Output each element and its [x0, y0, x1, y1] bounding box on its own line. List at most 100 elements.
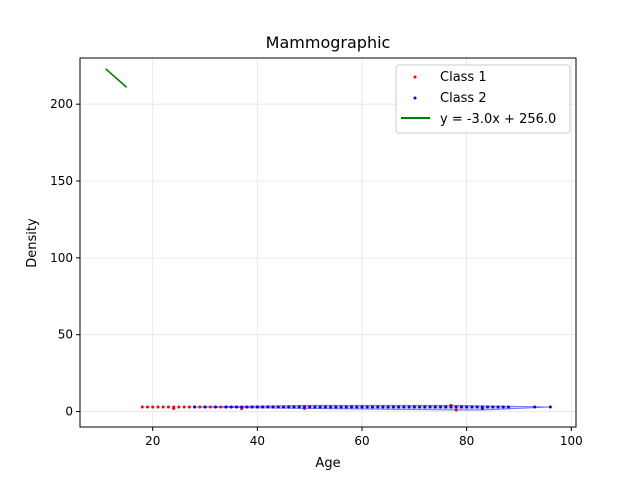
point-class-1: [166, 405, 170, 409]
point-class-2: [486, 405, 490, 409]
x-tick-label: 40: [250, 434, 265, 448]
point-class-2: [470, 405, 474, 409]
point-class-1: [161, 405, 165, 409]
point-class-2: [250, 405, 254, 409]
x-tick-label: 20: [145, 434, 160, 448]
point-class-2: [475, 405, 479, 409]
point-class-2: [334, 405, 338, 409]
point-class-1: [151, 405, 155, 409]
point-class-2: [386, 405, 390, 409]
y-axis-label: Density: [25, 218, 40, 268]
point-class-2: [287, 405, 291, 409]
point-class-2: [229, 405, 233, 409]
point-class-2: [292, 405, 296, 409]
point-class-2: [308, 405, 312, 409]
point-class-1: [198, 405, 202, 409]
point-class-2: [329, 405, 333, 409]
points-layer: [140, 403, 552, 412]
point-class-2: [224, 405, 228, 409]
y-tick-label: 150: [50, 174, 73, 188]
x-axis-label: Age: [315, 456, 340, 471]
point-class-2: [318, 405, 322, 409]
point-class-2: [240, 405, 244, 409]
point-class-2: [355, 405, 359, 409]
plot-area-frame: [79, 57, 577, 428]
point-class-2: [407, 405, 411, 409]
point-class-2: [271, 405, 275, 409]
legend-label-class-2: Class 2: [440, 91, 487, 106]
point-class-2: [193, 405, 197, 409]
chart-title: Mammographic: [266, 33, 391, 52]
legend-label-line: y = -3.0x + 256.0: [440, 112, 556, 127]
point-class-2: [459, 405, 463, 409]
point-class-2: [433, 405, 437, 409]
point-class-2: [339, 405, 343, 409]
point-class-2: [276, 405, 280, 409]
point-class-2: [266, 405, 270, 409]
point-class-2: [507, 405, 511, 409]
y-tick-label: 200: [50, 97, 73, 111]
point-class-1: [145, 405, 149, 409]
point-class-1: [177, 405, 181, 409]
point-class-1: [182, 405, 186, 409]
legend-box: [395, 64, 571, 134]
line-layer: [105, 68, 128, 88]
point-class-2: [381, 405, 385, 409]
legend: Class 1 Class 2 y = -3.0x + 256.0: [395, 64, 571, 134]
x-axis-ticks: 20 40 60 80 100: [145, 427, 583, 448]
point-class-1: [219, 405, 223, 409]
point-class-2: [423, 405, 427, 409]
point-class-2: [234, 405, 238, 409]
point-class-2: [402, 405, 406, 409]
point-class-2: [438, 405, 442, 409]
point-class-1: [187, 405, 191, 409]
point-class-2: [297, 405, 301, 409]
point-class-2: [412, 405, 416, 409]
point-class-1: [208, 405, 212, 409]
point-class-2: [548, 405, 552, 409]
point-class-2: [365, 405, 369, 409]
x-tick-label: 100: [560, 434, 583, 448]
point-class-2: [397, 405, 401, 409]
point-class-2: [454, 405, 458, 409]
point-class-2: [282, 405, 286, 409]
point-class-2: [245, 405, 249, 409]
point-class-2: [203, 405, 207, 409]
point-class-1: [140, 405, 144, 409]
y-tick-label: 50: [58, 328, 73, 342]
point-class-2: [261, 405, 265, 409]
point-class-2: [323, 405, 327, 409]
point-class-2: [350, 405, 354, 409]
point-class-2: [391, 405, 395, 409]
point-class-2: [465, 405, 469, 409]
x-tick-label: 80: [459, 434, 474, 448]
point-class-1: [172, 405, 176, 409]
point-class-2: [533, 405, 537, 409]
point-class-2: [501, 405, 505, 409]
legend-label-class-1: Class 1: [440, 70, 487, 85]
point-class-2: [418, 405, 422, 409]
point-class-2: [313, 405, 317, 409]
x-tick-label: 60: [354, 434, 369, 448]
point-class-2: [214, 405, 218, 409]
point-class-2: [444, 405, 448, 409]
point-class-2: [491, 405, 495, 409]
point-class-2: [449, 405, 453, 409]
point-class-2: [496, 405, 500, 409]
point-class-2: [344, 405, 348, 409]
point-class-2: [360, 405, 364, 409]
legend-marker-class-1: [413, 75, 417, 79]
point-class-2: [428, 405, 432, 409]
point-class-2: [370, 405, 374, 409]
point-class-1: [156, 405, 160, 409]
point-class-2: [376, 405, 380, 409]
point-class-2: [255, 405, 259, 409]
y-axis-ticks: 0 50 100 150 200: [50, 97, 80, 419]
legend-marker-class-2: [413, 96, 417, 100]
y-tick-label: 100: [50, 251, 73, 265]
point-class-2: [302, 405, 306, 409]
y-tick-label: 0: [65, 405, 73, 419]
point-class-1: [454, 408, 458, 412]
fit-line: [105, 68, 128, 88]
